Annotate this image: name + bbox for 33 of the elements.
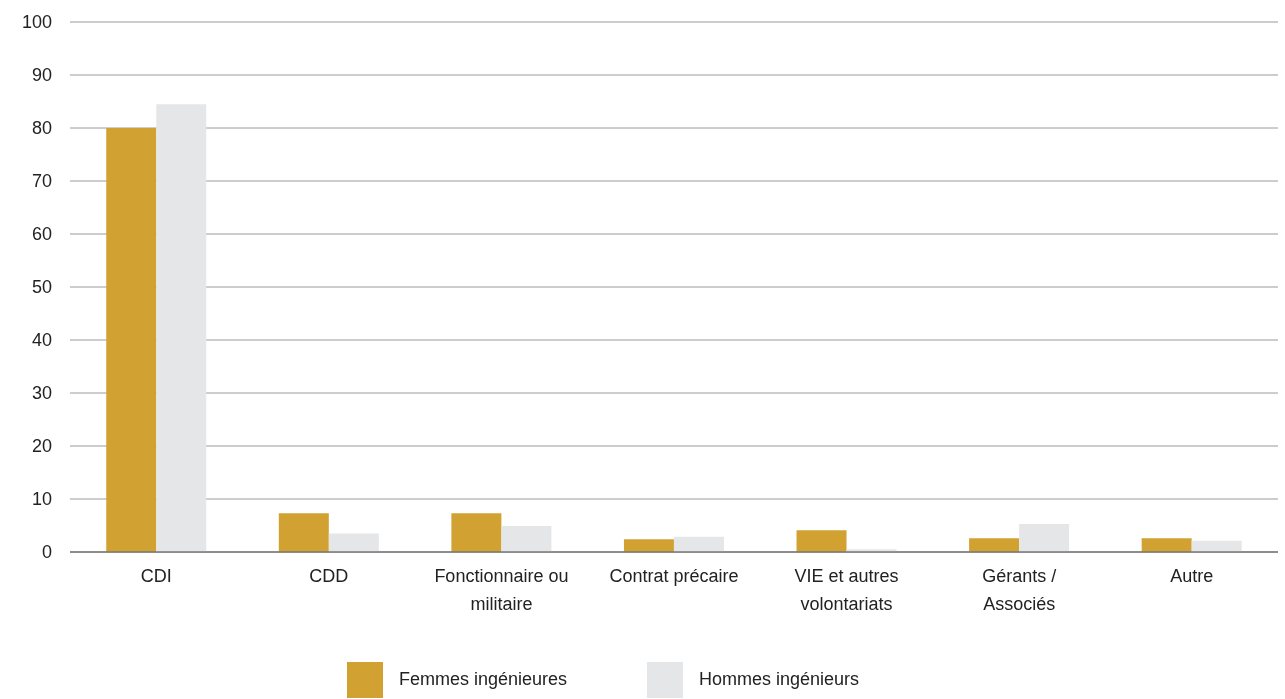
y-tick-label: 90 [31, 65, 52, 86]
x-tick-label: Autre [1170, 566, 1214, 586]
bar [278, 513, 329, 552]
y-tick-label: 50 [31, 277, 52, 298]
y-tick-label: 80 [31, 118, 52, 139]
x-tick-label: Contrat précaire [609, 566, 739, 586]
y-tick-label: 40 [31, 330, 52, 351]
x-tick-label: Gérants / Associés [982, 566, 1057, 614]
y-tick-label: 20 [31, 436, 52, 457]
x-tick-label: CDD [309, 566, 349, 586]
y-tick-label: 10 [31, 489, 52, 510]
bar [1191, 540, 1242, 552]
bar [501, 526, 552, 552]
bar [1019, 523, 1070, 552]
y-tick-label: 0 [41, 542, 52, 563]
bar [623, 539, 674, 552]
bar [796, 530, 847, 552]
y-tick-label: 60 [31, 224, 52, 245]
bar [673, 536, 724, 552]
legend-label: Femmes ingénieures [398, 668, 567, 689]
x-tick-label: VIE et autres volontariats [794, 566, 899, 614]
y-tick-label: 100 [21, 12, 52, 33]
y-tick-label: 70 [31, 171, 52, 192]
bar [106, 128, 157, 552]
legend-label: Hommes ingénieurs [699, 668, 860, 689]
x-tick-label: Fonctionnaire ou militaire [434, 566, 569, 614]
bar [451, 513, 502, 552]
bar [156, 104, 207, 552]
bar [1141, 538, 1192, 552]
bar [328, 533, 379, 552]
y-tick-label: 30 [31, 383, 52, 404]
bar [969, 538, 1020, 552]
x-tick-label: CDI [140, 566, 172, 586]
